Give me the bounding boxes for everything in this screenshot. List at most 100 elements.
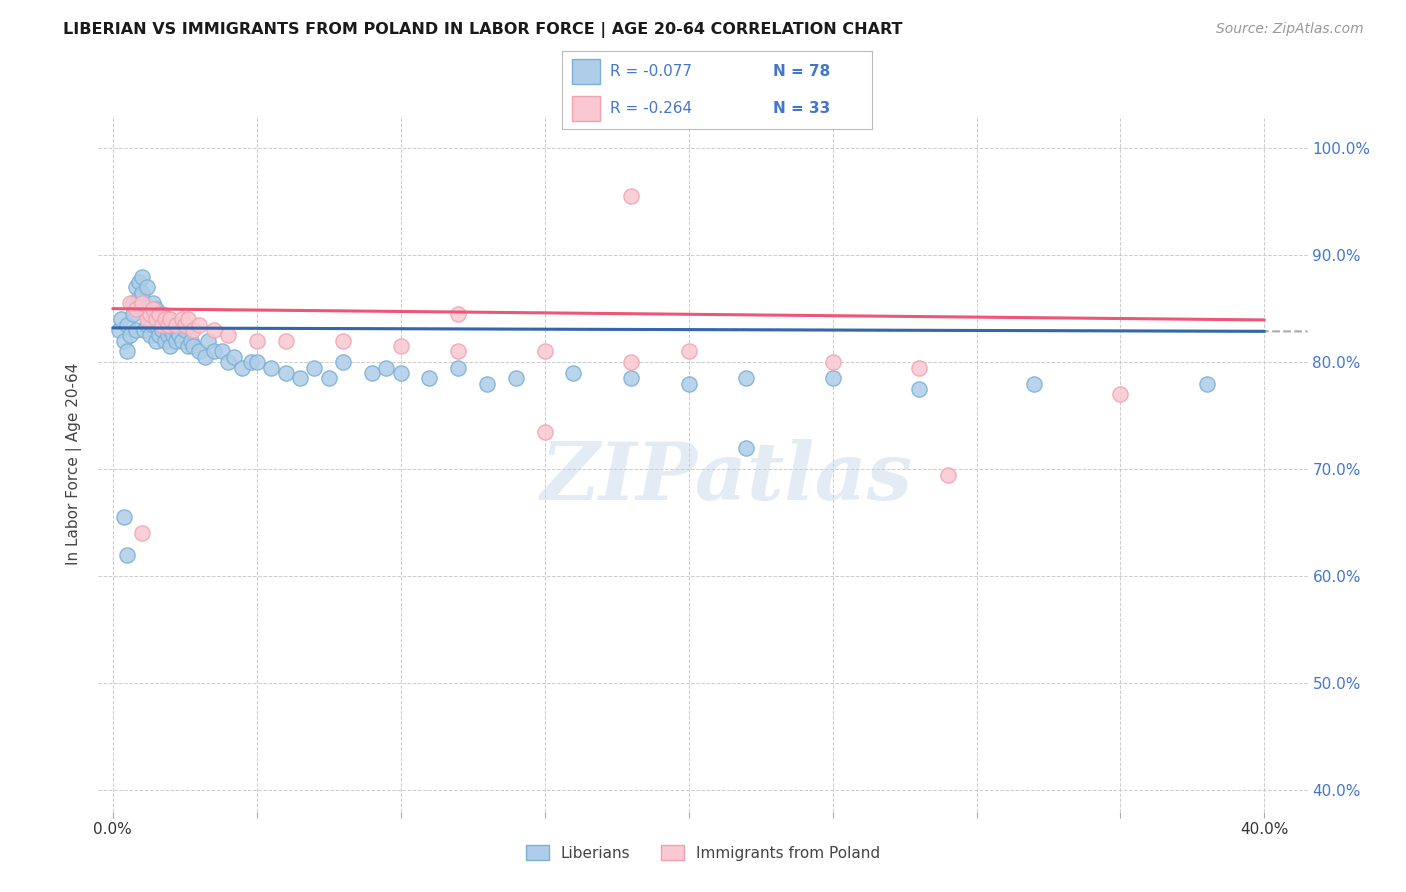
Point [112, 334, 135, 348]
Text: N = 78: N = 78 [773, 63, 830, 78]
Point [194, 350, 217, 364]
Point [332, 334, 354, 348]
Point [150, 323, 173, 337]
Point [173, 318, 195, 332]
Text: R = -0.077: R = -0.077 [610, 63, 692, 78]
Point [222, 350, 245, 364]
Point [274, 334, 297, 348]
Point [288, 371, 311, 385]
Point [115, 318, 138, 332]
Point [447, 307, 470, 321]
Point [183, 323, 205, 337]
Point [562, 366, 585, 380]
Point [533, 425, 555, 439]
Point [159, 339, 181, 353]
Point [211, 344, 233, 359]
Point [202, 323, 225, 337]
Point [908, 360, 931, 375]
Point [304, 360, 326, 375]
Point [156, 312, 179, 326]
Point [150, 307, 173, 321]
Point [120, 296, 142, 310]
Point [447, 360, 470, 375]
Point [821, 371, 844, 385]
Point [1195, 376, 1218, 391]
Point [318, 371, 340, 385]
Point [136, 280, 159, 294]
Point [115, 344, 138, 359]
Point [125, 323, 148, 337]
Point [170, 334, 193, 348]
Point [165, 334, 187, 348]
Point [240, 355, 263, 369]
Point [153, 312, 176, 326]
Point [139, 307, 162, 321]
Point [170, 312, 193, 326]
Point [136, 307, 159, 321]
Point [125, 301, 148, 316]
Bar [572, 59, 599, 84]
Point [159, 323, 181, 337]
Point [162, 328, 184, 343]
Point [188, 344, 211, 359]
Point [735, 441, 758, 455]
Point [153, 318, 176, 332]
Point [131, 269, 153, 284]
Point [908, 382, 931, 396]
Point [533, 344, 555, 359]
Y-axis label: In Labor Force | Age 20-64: In Labor Force | Age 20-64 [66, 363, 83, 565]
Point [139, 312, 162, 326]
Point [447, 344, 470, 359]
Point [936, 467, 959, 482]
Point [274, 366, 297, 380]
Point [107, 323, 129, 337]
Point [142, 301, 165, 316]
Point [176, 339, 198, 353]
Legend: Liberians, Immigrants from Poland: Liberians, Immigrants from Poland [520, 838, 886, 867]
Point [183, 339, 205, 353]
Point [148, 328, 170, 343]
Point [375, 360, 398, 375]
Point [165, 323, 187, 337]
Point [188, 318, 211, 332]
Point [131, 526, 153, 541]
Point [821, 355, 844, 369]
Point [620, 355, 643, 369]
Point [217, 328, 239, 343]
Point [125, 280, 148, 294]
Point [136, 318, 159, 332]
Point [156, 318, 179, 332]
Text: ZIPatlas: ZIPatlas [541, 439, 914, 516]
Point [620, 371, 643, 385]
Point [120, 328, 142, 343]
Point [131, 285, 153, 300]
Point [197, 334, 219, 348]
Point [136, 312, 159, 326]
Point [246, 334, 269, 348]
Point [678, 376, 700, 391]
Text: Source: ZipAtlas.com: Source: ZipAtlas.com [1216, 22, 1364, 37]
Point [246, 355, 269, 369]
Point [145, 312, 167, 326]
Point [389, 339, 412, 353]
Point [131, 301, 153, 316]
Point [505, 371, 527, 385]
Point [159, 312, 181, 326]
Point [122, 296, 145, 310]
Point [128, 275, 150, 289]
Point [148, 312, 170, 326]
Point [176, 312, 198, 326]
Point [134, 301, 156, 316]
Text: R = -0.264: R = -0.264 [610, 102, 693, 117]
Point [122, 307, 145, 321]
Point [156, 328, 179, 343]
Point [361, 366, 384, 380]
Point [389, 366, 412, 380]
Point [131, 296, 153, 310]
Point [475, 376, 498, 391]
Point [115, 548, 138, 562]
Point [139, 328, 162, 343]
Point [418, 371, 440, 385]
Point [142, 318, 165, 332]
Point [332, 355, 354, 369]
